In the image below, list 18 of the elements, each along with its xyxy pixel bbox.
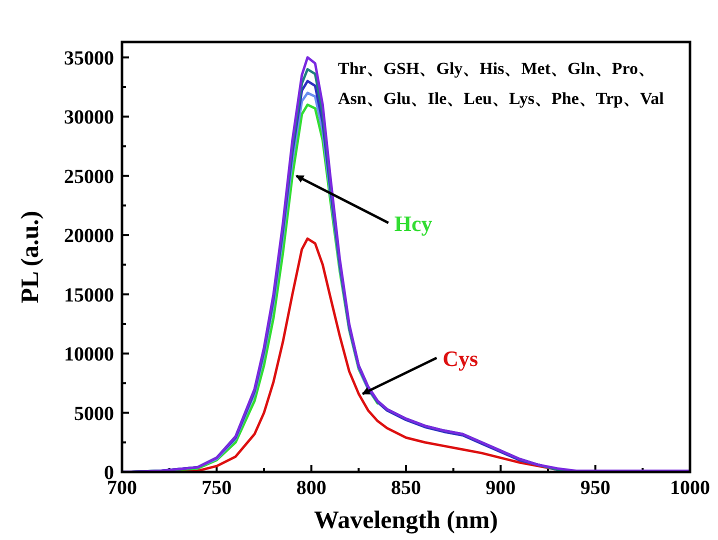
annotation: Thr、GSH、Gly、His、Met、Gln、Pro、Asn、Glu、Ile、Leu、Lys、Phe、Trp、Val [338, 58, 665, 110]
x-tick-label: 800 [296, 477, 326, 499]
y-tick-label: 10000 [64, 344, 114, 366]
x-tick-label: 750 [202, 477, 232, 499]
y-tick-label: 5000 [74, 402, 114, 425]
x-axis-title: Wavelength (nm) [314, 507, 498, 534]
x-tick-label: 1000 [670, 477, 710, 499]
y-tick-label: 35000 [64, 47, 114, 70]
y-tick-label: 15000 [64, 284, 114, 306]
text: Cys [442, 346, 479, 371]
text: Hcy [394, 210, 432, 236]
y-tick-label: 20000 [64, 225, 114, 248]
y-tick-label: 30000 [64, 106, 114, 129]
x-tick-label: 950 [580, 477, 610, 499]
y-tick-label: 25000 [64, 166, 114, 188]
x-tick-label: 900 [486, 477, 516, 499]
x-tick-label: 850 [391, 477, 421, 499]
y-axis-title: PL (a.u.) [17, 210, 44, 304]
